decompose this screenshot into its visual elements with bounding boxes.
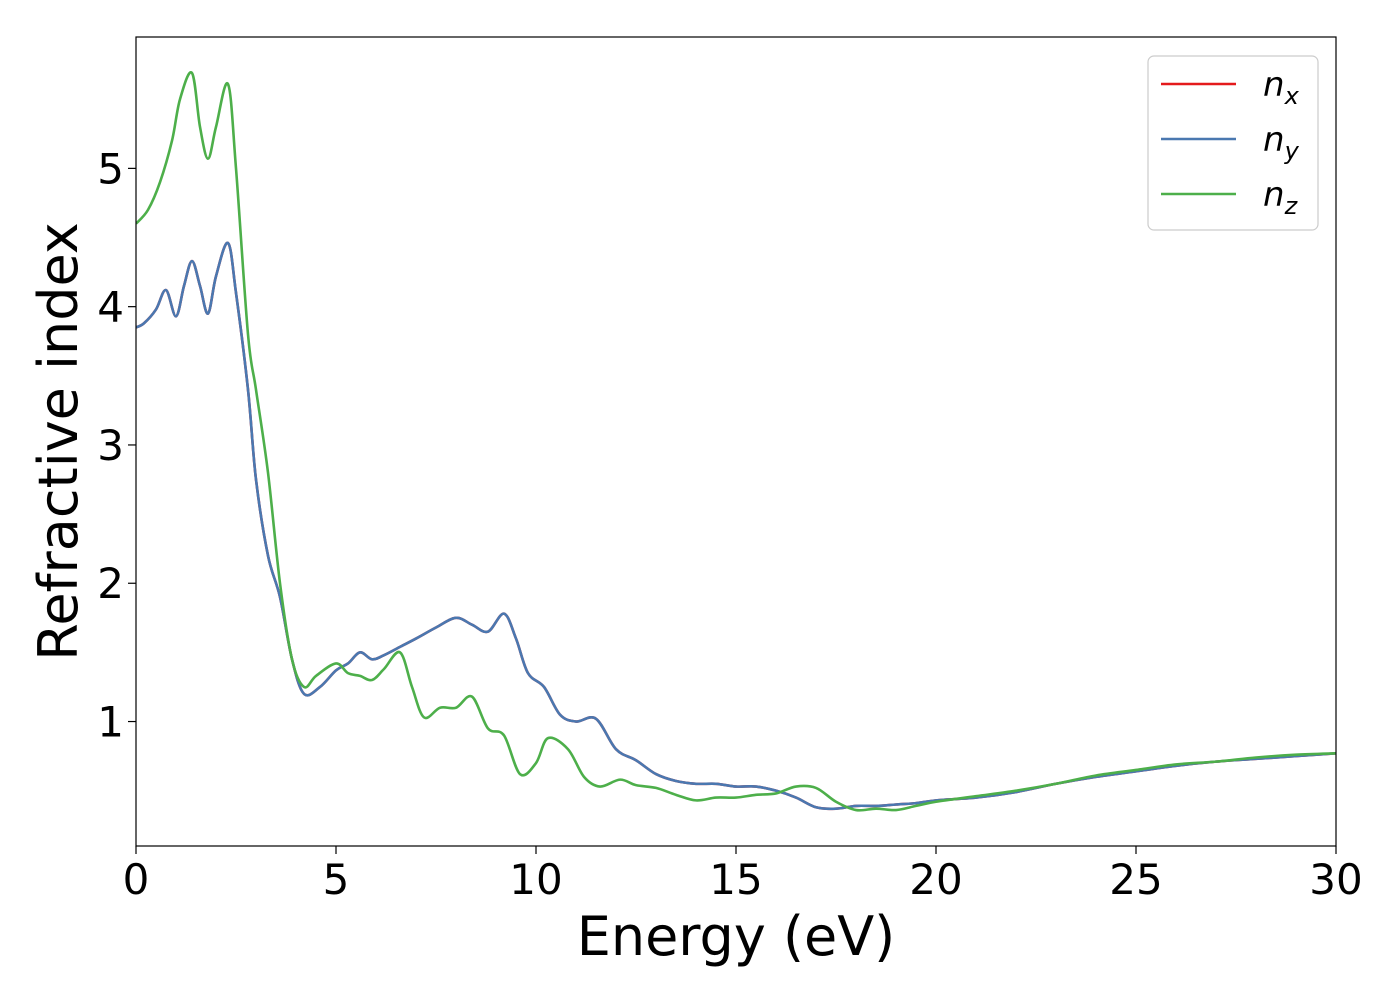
tick-layer: 0 5 10 15 20 25 30 1 2 3 4 5 <box>97 144 1362 904</box>
x-tick-label: 5 <box>323 855 350 904</box>
series-line-x <box>136 241 1336 811</box>
legend: nx ny nz <box>1147 55 1319 231</box>
x-tick-label: 20 <box>909 855 962 904</box>
series-layer <box>136 71 1336 812</box>
y-tick-label: 5 <box>97 144 124 193</box>
legend-label-y: ny <box>1263 120 1300 165</box>
legend-label-z: nz <box>1263 175 1299 220</box>
x-tick-label: 30 <box>1309 855 1362 904</box>
legend-label-x: nx <box>1263 65 1300 110</box>
series-line-z <box>136 71 1336 812</box>
y-axis-title: Refractive index <box>27 222 90 661</box>
legend-box <box>1147 55 1319 231</box>
y-tick-label: 4 <box>97 283 124 332</box>
x-tick-label: 10 <box>509 855 562 904</box>
series-line-y <box>136 241 1336 811</box>
x-tick-label: 25 <box>1109 855 1162 904</box>
y-tick-label: 2 <box>97 559 124 608</box>
y-tick-label: 3 <box>97 421 124 470</box>
x-axis-title: Energy (eV) <box>577 905 896 968</box>
y-tick-label: 1 <box>97 698 124 747</box>
x-tick-label: 15 <box>709 855 762 904</box>
x-tick-label: 0 <box>123 855 150 904</box>
